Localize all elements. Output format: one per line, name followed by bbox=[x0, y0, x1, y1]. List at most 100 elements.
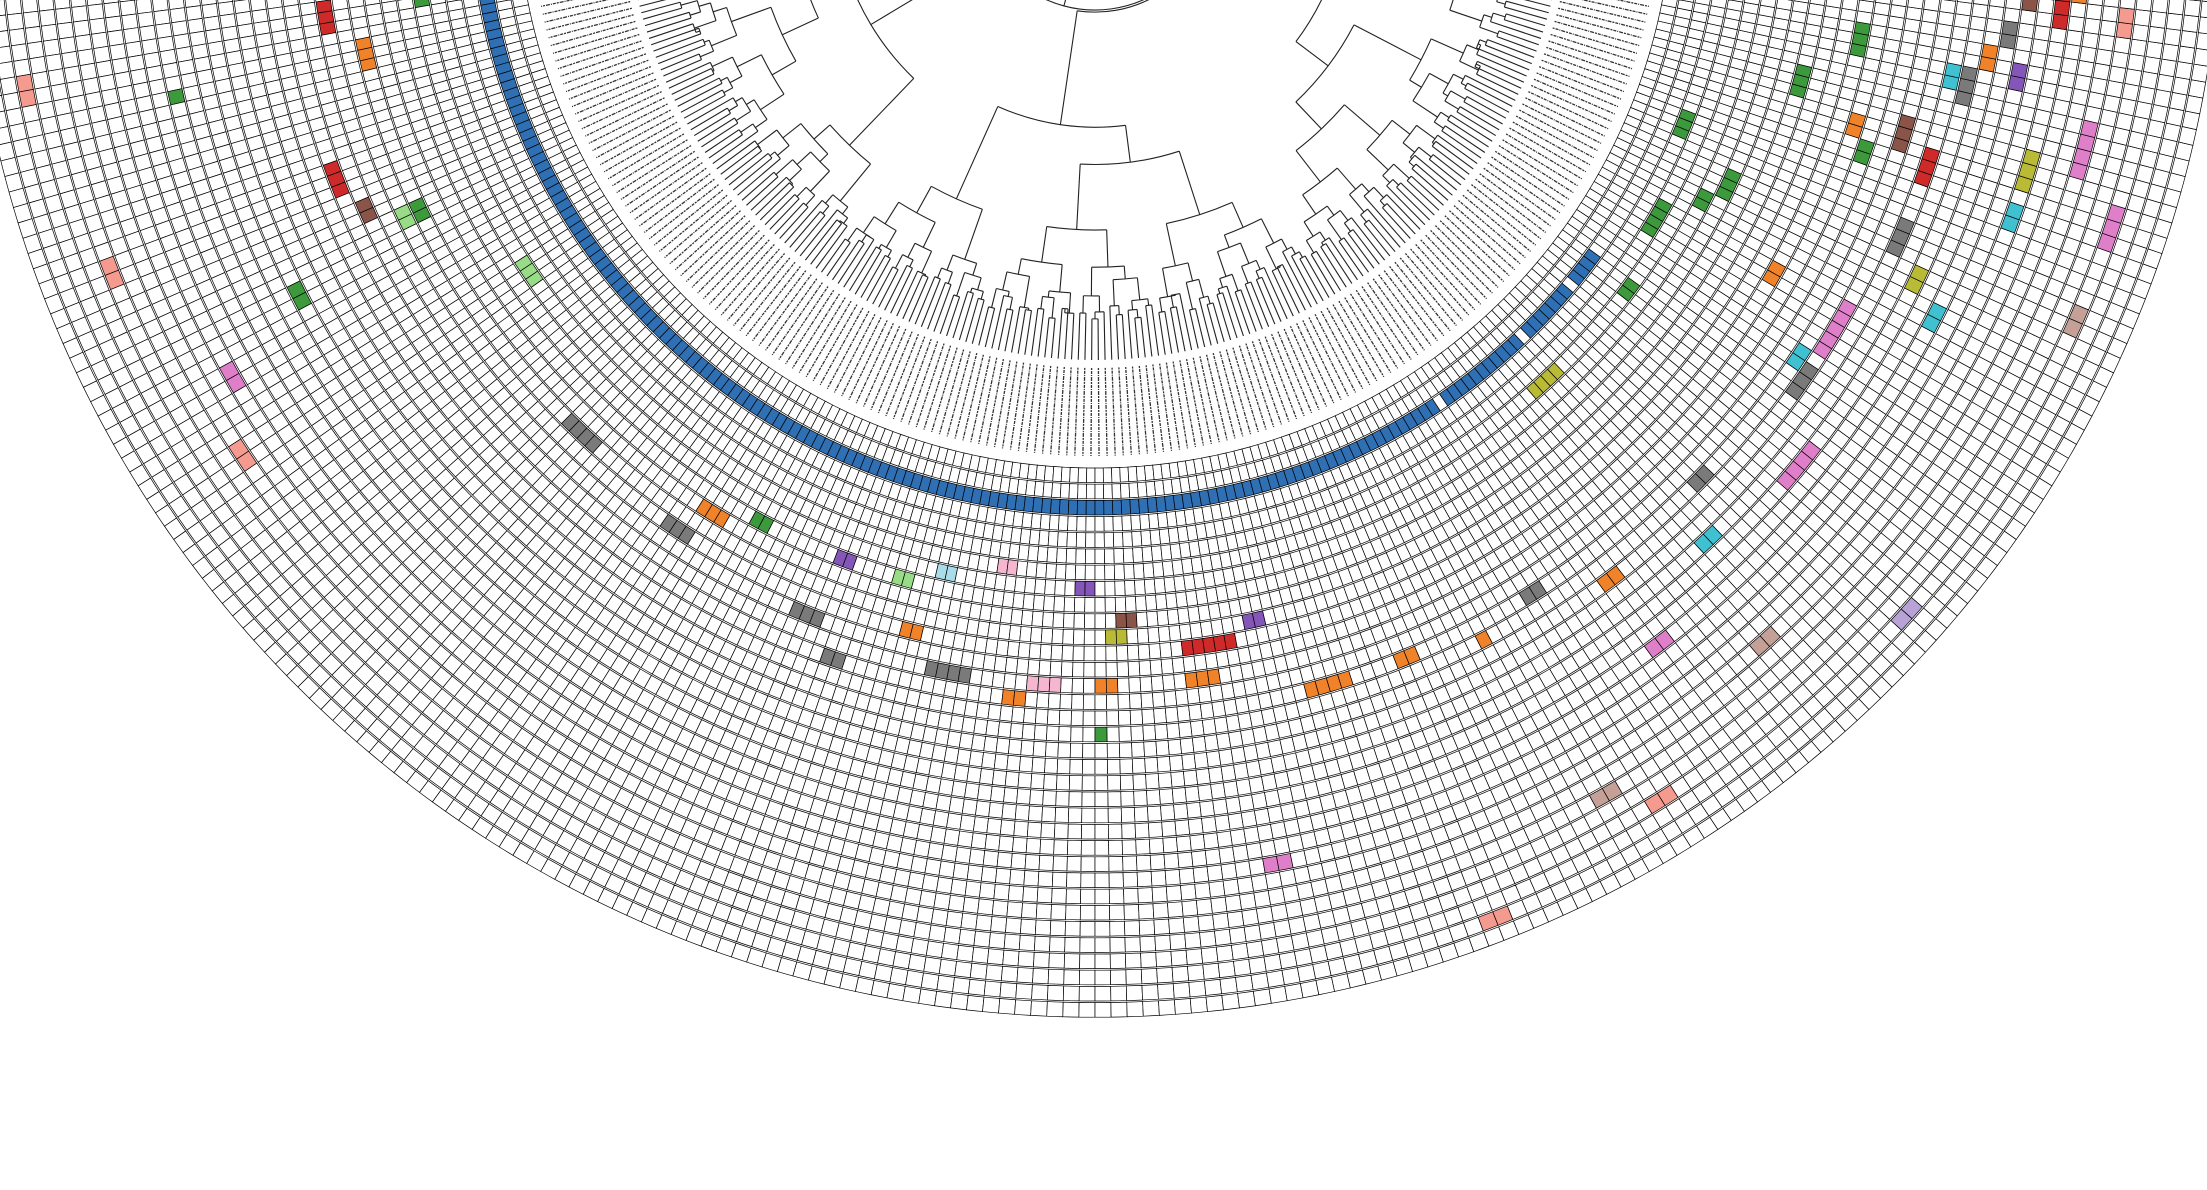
branch bbox=[1077, 312, 1081, 360]
leaf-label bbox=[1172, 361, 1189, 449]
ring-cell bbox=[1191, 735, 1207, 753]
ring-cell bbox=[1082, 742, 1096, 759]
branch bbox=[690, 107, 728, 131]
ring-cell bbox=[1004, 575, 1017, 592]
ring-cell bbox=[1129, 709, 1144, 726]
branch bbox=[1409, 79, 1422, 88]
branch bbox=[1216, 292, 1223, 296]
branch bbox=[804, 219, 838, 261]
leaf-label bbox=[938, 349, 965, 435]
branch bbox=[964, 209, 983, 260]
branch bbox=[1140, 317, 1146, 358]
branch bbox=[767, 153, 773, 159]
leaf-label bbox=[1192, 357, 1212, 445]
branch bbox=[916, 186, 932, 214]
branch bbox=[1475, 39, 1481, 49]
ring-cell bbox=[1056, 758, 1071, 775]
ring-cell bbox=[1060, 661, 1074, 678]
leaf-label bbox=[765, 278, 818, 351]
leaf-label bbox=[1494, 150, 1570, 200]
ring-cell bbox=[1094, 710, 1108, 726]
branch bbox=[720, 145, 759, 175]
branch bbox=[862, 216, 875, 233]
leaf-label bbox=[900, 338, 932, 422]
branch bbox=[648, 23, 694, 39]
ring-cell bbox=[1054, 579, 1066, 596]
branch bbox=[825, 194, 834, 204]
ring-cell bbox=[995, 639, 1010, 657]
leaf-label bbox=[1548, 40, 1633, 70]
ring-cell bbox=[1152, 691, 1166, 708]
branch bbox=[1303, 221, 1314, 237]
trait-ring bbox=[430, 0, 1760, 564]
branch bbox=[1476, 73, 1519, 95]
branch bbox=[1219, 278, 1224, 288]
branch bbox=[737, 158, 781, 196]
branch bbox=[735, 110, 751, 122]
branch bbox=[711, 34, 737, 47]
leaf-label bbox=[669, 205, 737, 265]
leaf-label bbox=[691, 225, 756, 288]
branch bbox=[1158, 310, 1165, 313]
ring-cell bbox=[1094, 532, 1105, 548]
branch bbox=[1456, 111, 1497, 137]
branch bbox=[1466, 96, 1507, 119]
ring-cell bbox=[1070, 710, 1084, 726]
ring-cell bbox=[1094, 661, 1107, 678]
ring-cell bbox=[1676, 0, 1694, 12]
leaf-label bbox=[568, 65, 652, 100]
branch bbox=[826, 242, 851, 277]
branch bbox=[1349, 194, 1365, 213]
ring-cell bbox=[971, 734, 987, 752]
leaf-label bbox=[1082, 367, 1086, 456]
ring-cell bbox=[1159, 642, 1173, 659]
leaf-label bbox=[826, 310, 870, 389]
branch bbox=[984, 308, 996, 348]
branch bbox=[698, 27, 702, 35]
root-branch bbox=[1063, 0, 1067, 7]
ring-cell bbox=[1040, 627, 1054, 644]
ring-cell bbox=[1132, 546, 1144, 563]
branch bbox=[639, 0, 667, 7]
leaf-label bbox=[548, 14, 634, 39]
ring-cell bbox=[1152, 561, 1165, 578]
branch bbox=[1218, 285, 1228, 290]
ring-cell bbox=[1114, 596, 1127, 613]
branch bbox=[952, 291, 969, 339]
leaf-label bbox=[1277, 331, 1313, 414]
ring-cell bbox=[1128, 676, 1142, 693]
branch bbox=[724, 150, 762, 181]
branch bbox=[1373, 186, 1384, 199]
ring-cell bbox=[1186, 687, 1201, 705]
leaf-label bbox=[1264, 336, 1298, 420]
ring-cell bbox=[1009, 722, 1024, 740]
branch bbox=[1295, 0, 1322, 42]
ring-cell bbox=[1135, 611, 1149, 628]
branch bbox=[1352, 229, 1380, 265]
branch bbox=[711, 56, 733, 67]
ring-cell bbox=[1048, 514, 1060, 531]
leaf-label bbox=[1367, 282, 1419, 356]
branch bbox=[1017, 309, 1027, 354]
ring-cell bbox=[999, 705, 1014, 722]
branch bbox=[1255, 260, 1261, 270]
ring-cell bbox=[1075, 548, 1086, 564]
leaf-label bbox=[1017, 363, 1031, 451]
leaf-label bbox=[1554, 20, 1640, 47]
branch bbox=[1076, 164, 1081, 230]
ring-cell bbox=[217, 1, 235, 17]
leaf-label bbox=[653, 189, 724, 246]
branch bbox=[1361, 183, 1370, 193]
ring-cell bbox=[1069, 467, 1079, 483]
trait-ring bbox=[512, 0, 1678, 483]
ring-cell bbox=[1116, 661, 1130, 678]
ring-cell bbox=[1164, 706, 1179, 723]
branch bbox=[841, 206, 849, 215]
branch bbox=[704, 129, 740, 153]
ring-cell bbox=[1025, 675, 1040, 692]
branch bbox=[1328, 237, 1358, 281]
leaf-label bbox=[923, 345, 952, 430]
ring-cell bbox=[1116, 645, 1129, 661]
leaf-label bbox=[726, 253, 786, 321]
ring-cell bbox=[1126, 628, 1139, 645]
